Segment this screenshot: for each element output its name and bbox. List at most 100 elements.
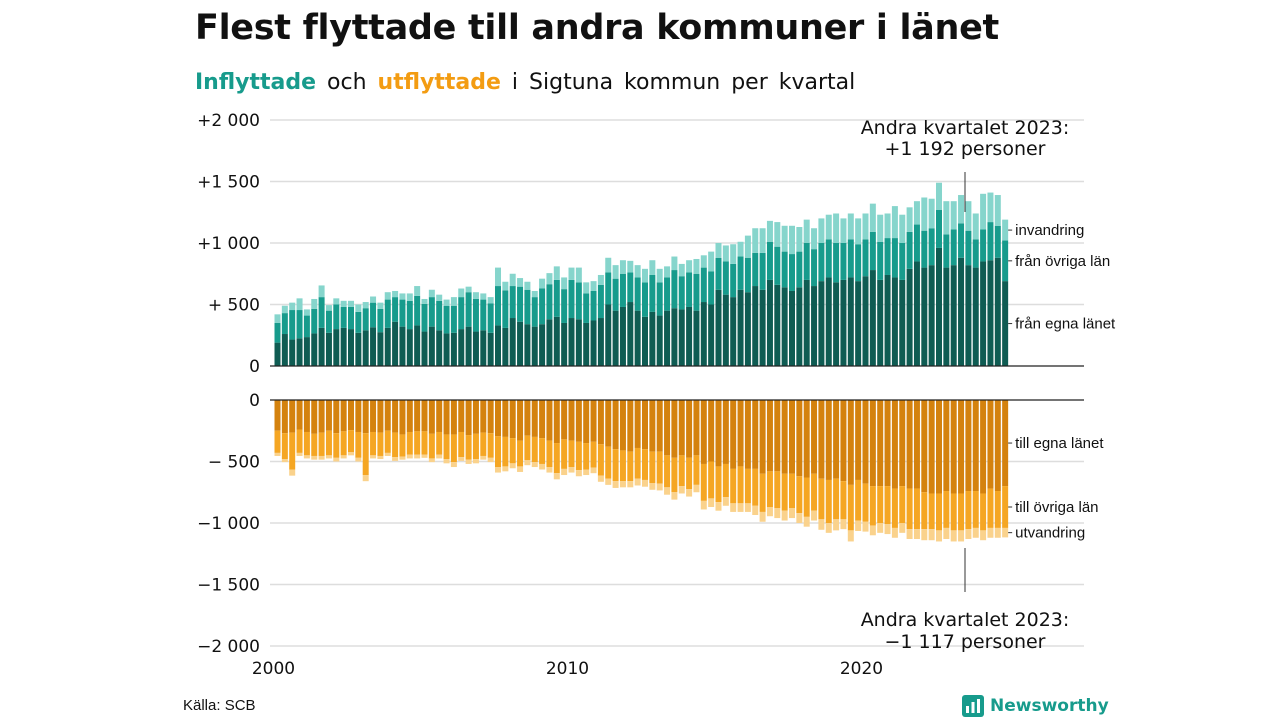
outflow-bar-segment bbox=[752, 400, 759, 469]
outflow-bar-segment bbox=[480, 455, 487, 460]
outflow-bar-segment bbox=[627, 451, 634, 482]
outflow-bar-segment bbox=[943, 491, 950, 528]
outflow-bar-segment bbox=[281, 433, 288, 460]
newsworthy-logo-icon bbox=[962, 695, 984, 717]
outflow-bar-segment bbox=[987, 488, 994, 528]
inflow-bar-segment bbox=[605, 257, 612, 273]
inflow-bar-segment bbox=[766, 220, 773, 242]
outflow-bar-segment bbox=[414, 431, 421, 455]
inflow-bar-segment bbox=[972, 213, 979, 240]
outflow-bar-segment bbox=[649, 483, 656, 490]
outflow-bar-segment bbox=[958, 400, 965, 494]
inflow-bar-segment bbox=[289, 302, 296, 311]
inflow-bar-segment bbox=[531, 326, 538, 366]
inflow-bar-segment bbox=[539, 288, 546, 325]
inflow-bar-segment bbox=[642, 282, 648, 317]
outflow-bar-segment bbox=[722, 497, 729, 506]
inflow-bar-segment bbox=[789, 254, 795, 291]
newsworthy-logo-text: Newsworthy bbox=[990, 696, 1109, 716]
outflow-bar-segment bbox=[913, 488, 920, 530]
outflow-bar-segment bbox=[781, 510, 788, 521]
outflow-bar-segment bbox=[759, 511, 766, 522]
outflow-bar-segment bbox=[950, 400, 957, 494]
outflow-bar-segment bbox=[318, 432, 325, 456]
inflow-bar-segment bbox=[987, 192, 994, 223]
inflow-bar-segment bbox=[333, 298, 340, 305]
inflow-bar-segment bbox=[936, 209, 942, 248]
inflow-bar-segment bbox=[377, 302, 384, 309]
inflow-bar-segment bbox=[958, 257, 965, 366]
inflow-bar-segment bbox=[524, 289, 531, 325]
inflow-bar-segment bbox=[428, 326, 435, 366]
inflow-bar-segment bbox=[840, 279, 847, 366]
outflow-bar-segment bbox=[664, 400, 671, 456]
inflow-bar-segment bbox=[627, 302, 634, 366]
outflow-bar-segment bbox=[730, 468, 737, 504]
inflow-bar-segment bbox=[399, 326, 406, 366]
outflow-bar-segment bbox=[943, 527, 950, 539]
outflow-bar-segment bbox=[803, 400, 810, 478]
inflow-bar-segment bbox=[495, 267, 501, 287]
x-tick-label: 2000 bbox=[252, 659, 295, 679]
outflow-bar-segment bbox=[980, 493, 987, 531]
outflow-bar-segment bbox=[855, 520, 862, 531]
outflow-bar-segment bbox=[884, 524, 891, 535]
inflow-bar-segment bbox=[509, 318, 516, 366]
inflow-bar-segment bbox=[869, 203, 876, 232]
outflow-bar-segment bbox=[274, 452, 281, 456]
outflow-bar-segment bbox=[348, 452, 354, 456]
inflow-bar-segment bbox=[575, 319, 582, 366]
inflow-bar-segment bbox=[708, 271, 715, 305]
outflow-bar-segment bbox=[289, 400, 296, 433]
inflow-bar-segment bbox=[355, 304, 362, 312]
outflow-bar-segment bbox=[818, 478, 825, 520]
inflow-bar-segment bbox=[921, 197, 928, 231]
outflow-bar-segment bbox=[509, 438, 516, 464]
inflow-bar-segment bbox=[634, 310, 641, 366]
outflow-bar-segment bbox=[1002, 400, 1009, 487]
outflow-bar-segment bbox=[700, 463, 707, 501]
inflow-bar-segment bbox=[612, 278, 619, 311]
inflow-bar-segment bbox=[715, 289, 722, 366]
inflow-bar-segment bbox=[862, 239, 869, 277]
outflow-bar-segment bbox=[744, 503, 751, 512]
inflow-bar-segment bbox=[480, 330, 487, 366]
source-note: Källa: SCB bbox=[183, 697, 256, 714]
outflow-bar-segment bbox=[693, 400, 700, 456]
inflow-bar-segment bbox=[686, 306, 693, 366]
outflow-bar-segment bbox=[362, 400, 369, 434]
outflow-bar-segment bbox=[421, 400, 428, 432]
inflow-bar-segment bbox=[414, 325, 421, 366]
outflow-bar-segment bbox=[899, 486, 906, 523]
inflow-bar-segment bbox=[847, 239, 854, 278]
inflow-bar-segment bbox=[465, 286, 472, 293]
inflow-bar-segment bbox=[928, 265, 935, 366]
inflow-bar-segment bbox=[664, 310, 671, 366]
outflow-bar-segment bbox=[575, 400, 582, 442]
outflow-bar-segment bbox=[774, 508, 781, 519]
inflow-bar-segment bbox=[1002, 240, 1009, 282]
outflow-bar-segment bbox=[399, 400, 406, 435]
inflow-bar-segment bbox=[553, 266, 560, 280]
outflow-bar-segment bbox=[847, 400, 854, 485]
outflow-bar-segment bbox=[480, 432, 487, 456]
outflow-bar-segment bbox=[553, 400, 560, 444]
outflow-bar-segment bbox=[759, 400, 766, 474]
inflow-bar-segment bbox=[318, 285, 325, 298]
annotation-bottom-line2: −1 117 personer bbox=[885, 631, 1046, 653]
outflow-bar-segment bbox=[693, 484, 700, 493]
outflow-bar-segment bbox=[325, 455, 332, 459]
annotation-top-line1: Andra kvartalet 2023: bbox=[861, 117, 1070, 139]
inflow-bar-segment bbox=[678, 276, 685, 310]
outflow-bar-segment bbox=[921, 400, 928, 493]
outflow-bar-segment bbox=[825, 400, 832, 480]
inflow-bar-segment bbox=[517, 286, 524, 322]
inflow-bar-segment bbox=[289, 310, 296, 340]
outflow-bar-segment bbox=[906, 529, 913, 539]
outflow-bar-segment bbox=[597, 475, 604, 482]
inflow-bar-segment bbox=[965, 265, 972, 366]
outflow-bar-segment bbox=[811, 510, 818, 521]
inflow-bar-segment bbox=[450, 305, 457, 333]
inflow-bar-segment bbox=[414, 286, 421, 296]
outflow-bar-segment bbox=[891, 488, 898, 528]
